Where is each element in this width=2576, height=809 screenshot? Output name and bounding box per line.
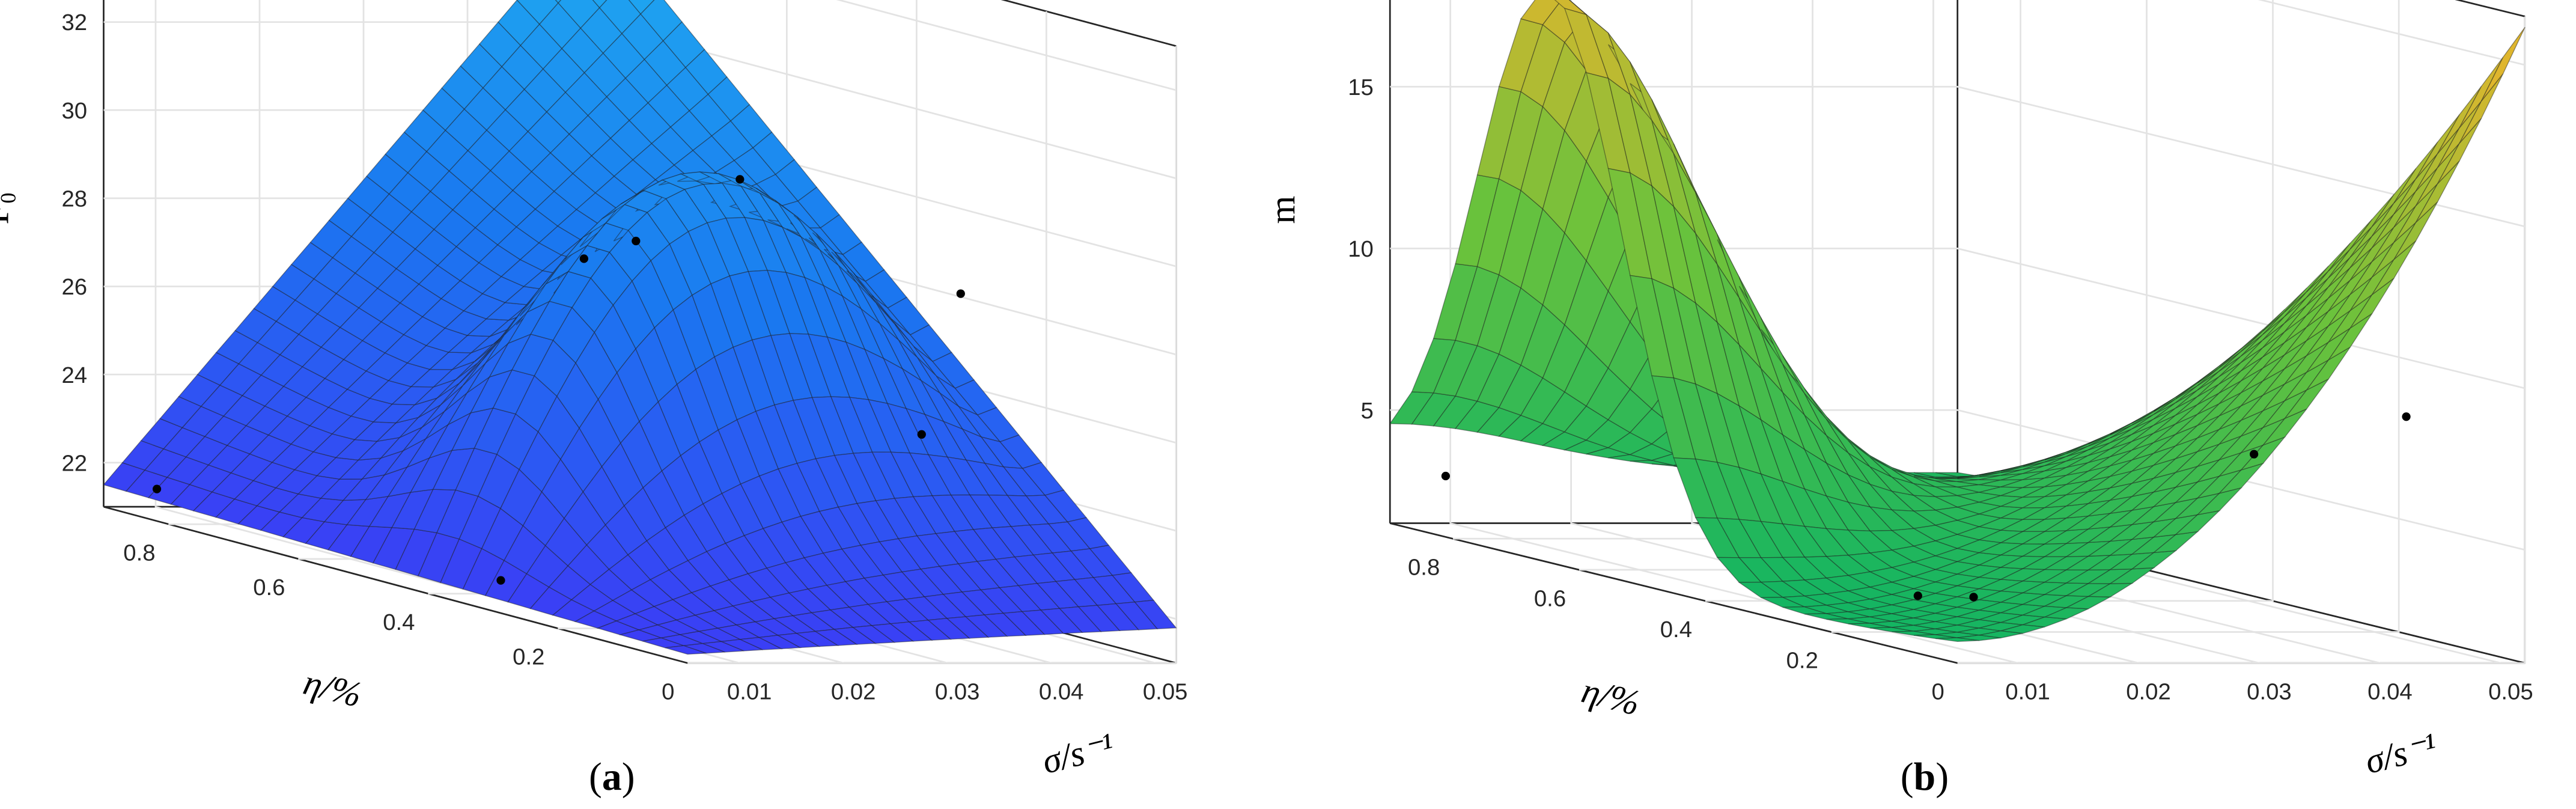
z-tick-label: 24 bbox=[61, 362, 87, 388]
data-point bbox=[2250, 450, 2259, 459]
z-tick-label: 10 bbox=[1348, 236, 1374, 262]
z-tick-label: 26 bbox=[61, 274, 87, 300]
data-point bbox=[1969, 593, 1978, 602]
z-tick-label: 30 bbox=[61, 98, 87, 124]
panel-label-open: ( bbox=[589, 755, 602, 799]
x-tick-label: 0.02 bbox=[2126, 679, 2171, 704]
data-point bbox=[735, 175, 744, 184]
tick-labels: 51015200.010.020.030.040.050.80.60.40.20 bbox=[1348, 75, 2533, 704]
y-tick-label: 0.2 bbox=[1786, 648, 1818, 674]
y-tick-label: 0.8 bbox=[123, 540, 155, 566]
y-tick-label: 0.6 bbox=[253, 575, 285, 600]
y-tick-label: 0.8 bbox=[1408, 555, 1440, 581]
surface-patch bbox=[628, 0, 655, 15]
tick-labels: 222426283032340.010.020.030.040.050.80.6… bbox=[61, 10, 1188, 704]
panel-label-open: ( bbox=[1901, 755, 1914, 799]
surface-patch bbox=[592, 0, 607, 8]
z-gridline bbox=[2258, 0, 2526, 66]
data-point bbox=[1913, 591, 1922, 600]
x-axis-label: σ/s⁻¹ bbox=[2361, 725, 2440, 782]
y-tick-label: 0.4 bbox=[383, 609, 415, 635]
surface bbox=[1389, 0, 2526, 643]
panel-label-close: ) bbox=[622, 755, 635, 799]
x-tick-label: 0.01 bbox=[727, 679, 772, 704]
x-axis-label: σ/s⁻¹ bbox=[1038, 725, 1118, 782]
x-tick-label: 0.04 bbox=[1039, 679, 1084, 704]
x-tick-label: 0.03 bbox=[935, 679, 980, 704]
surface-patch bbox=[1022, 462, 1065, 496]
surface bbox=[103, 0, 1177, 655]
surface-patch bbox=[2416, 114, 2460, 179]
data-points bbox=[1441, 412, 2411, 602]
panel-label-letter: b bbox=[1914, 755, 1936, 799]
axis-edge bbox=[1000, 0, 1177, 47]
data-point bbox=[917, 430, 926, 439]
z-tick-label: 15 bbox=[1348, 75, 1374, 100]
chart-panel-a: 222426283032340.010.020.030.040.050.80.6… bbox=[0, 0, 1187, 799]
y-tick-label: 0 bbox=[1931, 679, 1944, 704]
axis-edge bbox=[103, 505, 688, 664]
panel-label-close: ) bbox=[1935, 755, 1949, 799]
surface-patch bbox=[932, 352, 975, 389]
surface-patch bbox=[2480, 26, 2526, 102]
surface-patch bbox=[558, 0, 600, 29]
y-tick-label: 0.4 bbox=[1660, 617, 1692, 643]
data-point bbox=[579, 254, 588, 263]
x-tick-label: 0.05 bbox=[2488, 679, 2533, 704]
x-tick-label: 0.01 bbox=[2005, 679, 2050, 704]
y-tick-label: 0 bbox=[662, 679, 674, 704]
data-point bbox=[1441, 471, 1451, 481]
data-point bbox=[2402, 412, 2411, 421]
x-tick-label: 0.02 bbox=[831, 679, 876, 704]
z-axis-label: F₀ bbox=[0, 192, 17, 225]
y-tick-label: 0.2 bbox=[513, 644, 544, 670]
z-tick-label: 32 bbox=[61, 10, 87, 35]
x-tick-label: 0.04 bbox=[2367, 679, 2413, 704]
y-gridline bbox=[687, 46, 1177, 664]
surface-patch bbox=[730, 104, 773, 148]
surface-patch bbox=[1089, 545, 1132, 576]
surface-patch bbox=[2328, 219, 2373, 272]
y-axis-label: η/% bbox=[1578, 670, 1644, 723]
data-points bbox=[152, 175, 965, 585]
panel-label: (a) bbox=[589, 755, 635, 799]
z-axis-label: m bbox=[1262, 196, 1303, 224]
surface-patch bbox=[662, 21, 705, 69]
y-tick-label: 0.6 bbox=[1534, 585, 1566, 611]
surface-patch bbox=[797, 186, 840, 229]
panel-label-letter: a bbox=[602, 755, 622, 799]
data-point bbox=[496, 576, 505, 585]
x-tick-label: 0.03 bbox=[2247, 679, 2292, 704]
surface-patch bbox=[555, 0, 562, 4]
data-point bbox=[956, 289, 965, 298]
surface-patch bbox=[2437, 86, 2482, 154]
data-point bbox=[152, 484, 162, 493]
y-axis-label: η/% bbox=[300, 662, 366, 715]
x-tick-label: 0.05 bbox=[1143, 679, 1188, 704]
surface-patch bbox=[2372, 168, 2417, 227]
z-tick-label: 5 bbox=[1361, 398, 1374, 424]
surface-patch bbox=[2306, 242, 2351, 292]
surface-patch bbox=[498, 0, 540, 46]
axis-edge bbox=[1389, 522, 1958, 664]
surface-patch bbox=[1134, 599, 1177, 629]
surface-patch bbox=[2349, 194, 2395, 249]
axis-edge bbox=[2455, 0, 2526, 17]
chart-panel-b: 51015200.010.020.030.040.050.80.60.40.20… bbox=[1262, 0, 2533, 799]
y-gridline bbox=[1957, 16, 2526, 664]
z-tick-label: 22 bbox=[61, 451, 87, 477]
z-gridline bbox=[836, 0, 1177, 91]
surface-patch bbox=[2459, 56, 2504, 128]
data-point bbox=[632, 236, 641, 246]
panel-label: (b) bbox=[1901, 755, 1949, 799]
z-tick-label: 28 bbox=[61, 186, 87, 212]
surface-patch bbox=[2284, 266, 2329, 312]
surface-patch bbox=[2241, 309, 2285, 349]
